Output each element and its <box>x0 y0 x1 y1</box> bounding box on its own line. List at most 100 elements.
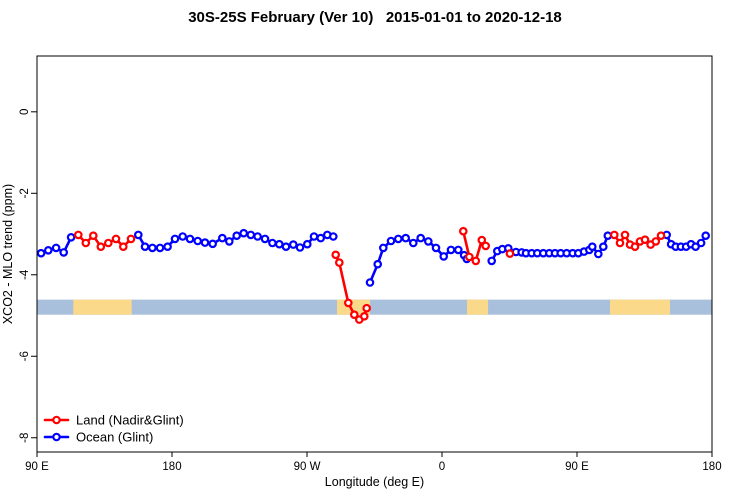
land-series-point <box>609 230 619 240</box>
ocean-series-point <box>218 233 227 243</box>
ocean-series-point <box>66 233 76 242</box>
y-tick-label: -8 <box>19 433 31 443</box>
x-axis-label: Longitude (deg E) <box>325 475 424 489</box>
ocean-series-point <box>268 238 277 248</box>
ocean-series-point <box>446 245 456 255</box>
ocean-series-point <box>393 234 403 244</box>
ocean-series-point <box>281 242 291 252</box>
ocean-series-point <box>274 239 284 249</box>
ocean-series-point <box>288 240 298 249</box>
ocean-series-point <box>587 242 597 252</box>
x-tick-label: 180 <box>702 461 721 473</box>
ocean-series-point <box>316 233 326 243</box>
ocean-series-point <box>43 246 53 255</box>
ocean-series-point <box>696 238 706 248</box>
ocean-series-point <box>239 228 249 238</box>
ocean-series-point <box>260 234 270 244</box>
ocean-series-point <box>431 243 441 253</box>
land-band-segment <box>610 299 670 315</box>
ocean-series-point <box>408 238 418 248</box>
ocean-series-point <box>295 243 305 252</box>
land-series-point <box>656 231 666 241</box>
land-series-point <box>81 238 91 248</box>
legend-marker-icon-ocean <box>52 432 61 442</box>
legend-label-ocean: Ocean (Glint) <box>76 430 153 445</box>
ocean-series-point <box>193 236 203 246</box>
land-series-point <box>620 230 630 240</box>
ocean-series-point <box>701 231 711 241</box>
land-series-point <box>464 252 474 262</box>
x-tick-label: 0 <box>439 461 445 473</box>
ocean-series-point <box>487 256 497 266</box>
land-series-point <box>104 238 113 248</box>
ocean-series-point <box>208 239 218 249</box>
ocean-band-bar <box>37 299 712 315</box>
y-axis-label: XCO2 - MLO trend (ppm) <box>1 184 15 324</box>
land-series-point <box>471 256 481 266</box>
land-series-point <box>359 311 369 321</box>
land-band-segment <box>467 299 489 315</box>
land-series-point <box>481 241 491 251</box>
x-tick-label: 90 W <box>294 461 321 473</box>
ocean-series-point <box>439 252 449 261</box>
land-series-point <box>111 234 121 244</box>
land-series-point <box>615 238 625 248</box>
ocean-series-point <box>593 249 603 259</box>
ocean-series-point <box>416 233 426 243</box>
land-series-point <box>331 250 341 260</box>
land-series-point <box>334 258 344 267</box>
land-series-point <box>651 237 661 246</box>
x-tick-label: 90 E <box>25 461 49 473</box>
ocean-series-point <box>691 242 700 252</box>
land-series-point <box>343 298 353 308</box>
land-series-point <box>640 235 650 245</box>
ocean-series-point <box>309 232 319 241</box>
y-tick-label: -2 <box>19 188 31 198</box>
ocean-series-point <box>178 232 188 241</box>
land-series-point <box>349 310 359 320</box>
y-tick-label: -4 <box>19 269 31 280</box>
land-series-point <box>126 234 136 244</box>
ocean-series-point <box>163 242 172 252</box>
ocean-series-point <box>36 248 46 258</box>
ocean-series-point <box>51 243 61 253</box>
legend-marker-icon-land <box>52 415 61 425</box>
y-tick-label: 0 <box>19 109 31 115</box>
land-series-point <box>74 230 83 240</box>
ocean-series-point <box>246 230 256 240</box>
ocean-series-point <box>185 234 195 244</box>
ocean-series-point <box>232 231 242 241</box>
land-series-point <box>89 231 98 241</box>
x-tick-label: 90 E <box>565 461 589 473</box>
land-series-point <box>630 242 640 252</box>
ocean-series-point <box>603 231 613 241</box>
land-series-point <box>477 235 487 245</box>
ocean-series-point <box>155 243 165 253</box>
ocean-series-point <box>401 233 411 243</box>
ocean-series-point <box>386 236 396 246</box>
ocean-series-point <box>373 259 383 269</box>
land-series-point <box>96 242 106 252</box>
ocean-series-point <box>148 243 157 253</box>
ocean-series-point <box>365 278 375 287</box>
chart-title: 30S-25S February (Ver 10) 2015-01-01 to … <box>188 9 562 26</box>
ocean-series-point <box>453 245 463 255</box>
ocean-series-point <box>225 237 234 246</box>
ocean-series-point <box>200 238 210 247</box>
ocean-series-point <box>59 248 69 257</box>
land-series-point <box>505 249 515 258</box>
ocean-series-point <box>378 243 388 253</box>
ocean-series-point <box>598 242 608 252</box>
ocean-series-point <box>253 232 262 241</box>
ocean-series-point <box>302 239 312 249</box>
land-band-segment <box>73 299 132 315</box>
land-series-point <box>119 242 128 252</box>
legend-label-land: Land (Nadir&Glint) <box>76 413 184 428</box>
land-series-point <box>362 303 372 313</box>
ocean-series-point <box>140 242 150 252</box>
y-tick-label: -6 <box>19 351 31 361</box>
ocean-series-point <box>170 234 180 244</box>
x-tick-label: 180 <box>162 461 181 473</box>
plot-border <box>36 55 713 453</box>
